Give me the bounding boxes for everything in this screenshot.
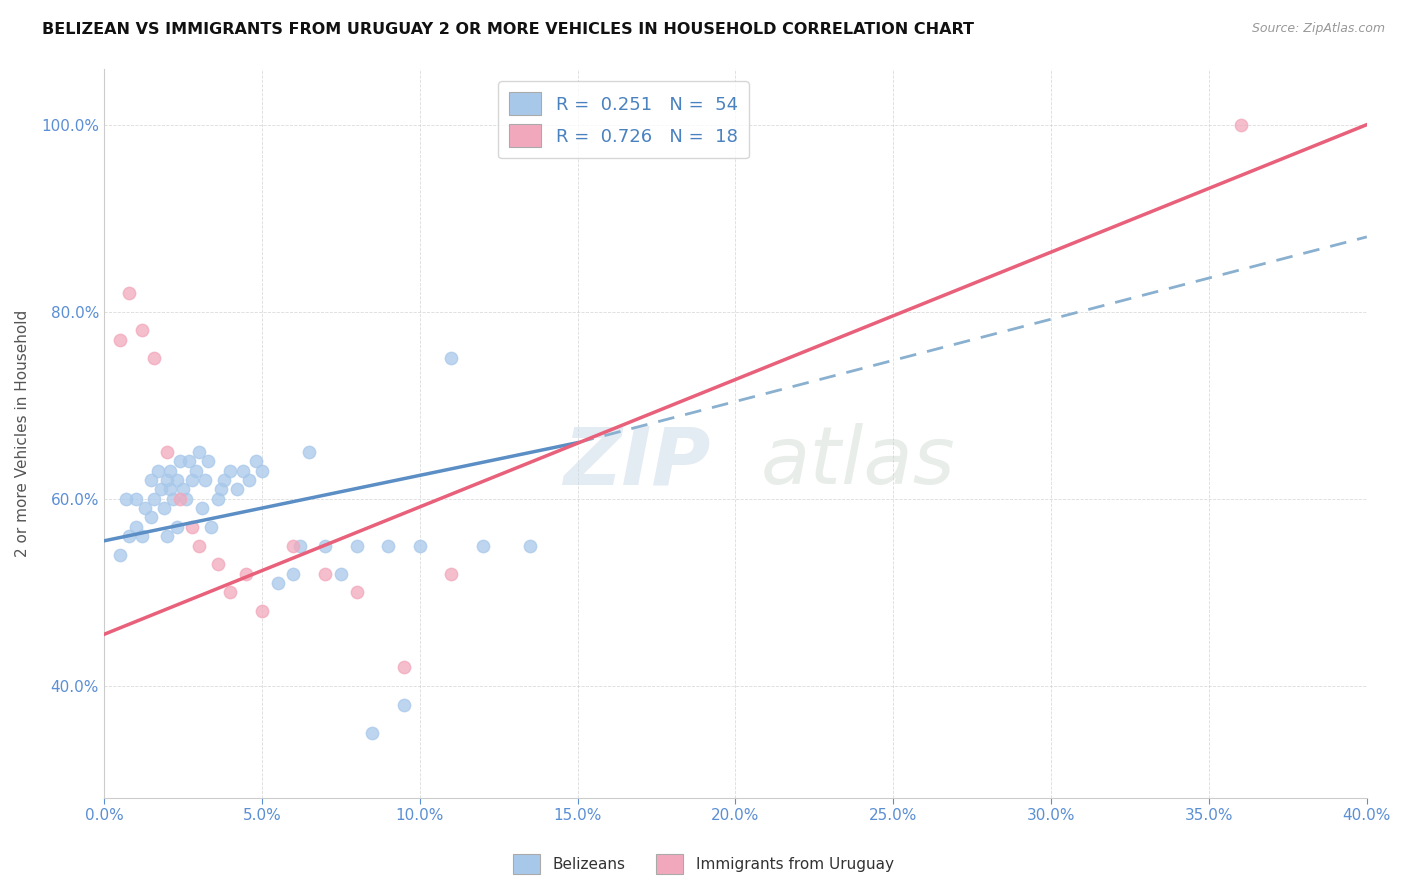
Point <box>184 464 207 478</box>
Point <box>156 445 179 459</box>
Point <box>131 529 153 543</box>
Point <box>266 576 288 591</box>
Point <box>207 558 229 572</box>
Point <box>288 539 311 553</box>
Point <box>245 454 267 468</box>
Point <box>408 539 430 553</box>
Point <box>298 445 321 459</box>
Point <box>169 454 191 468</box>
Point <box>124 520 146 534</box>
Point <box>115 491 138 506</box>
Point <box>314 566 336 581</box>
Point <box>146 464 169 478</box>
Legend: Belizeans, Immigrants from Uruguay: Belizeans, Immigrants from Uruguay <box>506 848 900 880</box>
Point <box>166 473 188 487</box>
Point <box>141 473 163 487</box>
Point <box>283 539 305 553</box>
Point <box>141 510 163 524</box>
Point <box>191 501 214 516</box>
Text: atlas: atlas <box>761 424 956 501</box>
Point <box>283 566 305 581</box>
Y-axis label: 2 or more Vehicles in Household: 2 or more Vehicles in Household <box>15 310 30 557</box>
Point <box>440 566 463 581</box>
Point <box>329 566 352 581</box>
Point <box>159 464 181 478</box>
Point <box>169 491 191 506</box>
Point <box>159 483 181 497</box>
Point <box>471 539 494 553</box>
Point <box>219 585 242 599</box>
Point <box>225 483 247 497</box>
Point <box>174 491 197 506</box>
Point <box>187 539 209 553</box>
Point <box>131 323 153 337</box>
Point <box>194 473 217 487</box>
Point <box>440 351 463 366</box>
Point <box>250 604 273 618</box>
Point <box>207 491 229 506</box>
Point <box>219 464 242 478</box>
Point <box>143 491 166 506</box>
Point <box>346 539 368 553</box>
Point <box>124 491 146 506</box>
Point <box>392 660 415 674</box>
Text: ZIP: ZIP <box>562 424 710 501</box>
Point <box>232 464 254 478</box>
Point <box>179 454 201 468</box>
Legend: R =  0.251   N =  54, R =  0.726   N =  18: R = 0.251 N = 54, R = 0.726 N = 18 <box>498 81 749 158</box>
Point <box>200 520 222 534</box>
Point <box>519 539 541 553</box>
Point <box>166 520 188 534</box>
Point <box>162 491 184 506</box>
Point <box>235 566 257 581</box>
Text: Source: ZipAtlas.com: Source: ZipAtlas.com <box>1251 22 1385 36</box>
Point <box>187 445 209 459</box>
Point <box>134 501 156 516</box>
Point <box>250 464 273 478</box>
Point <box>346 585 368 599</box>
Point <box>197 454 219 468</box>
Point <box>212 473 235 487</box>
Point <box>156 529 179 543</box>
Point <box>314 539 336 553</box>
Point <box>361 725 384 739</box>
Point <box>238 473 260 487</box>
Point <box>108 548 131 562</box>
Point <box>209 483 232 497</box>
Text: BELIZEAN VS IMMIGRANTS FROM URUGUAY 2 OR MORE VEHICLES IN HOUSEHOLD CORRELATION : BELIZEAN VS IMMIGRANTS FROM URUGUAY 2 OR… <box>42 22 974 37</box>
Point <box>181 473 204 487</box>
Point <box>1229 118 1251 132</box>
Point <box>108 333 131 347</box>
Point <box>181 520 204 534</box>
Point <box>143 351 166 366</box>
Point <box>156 473 179 487</box>
Point <box>172 483 194 497</box>
Point <box>392 698 415 712</box>
Point <box>377 539 399 553</box>
Point <box>149 483 172 497</box>
Point <box>153 501 176 516</box>
Point <box>118 285 141 300</box>
Point <box>118 529 141 543</box>
